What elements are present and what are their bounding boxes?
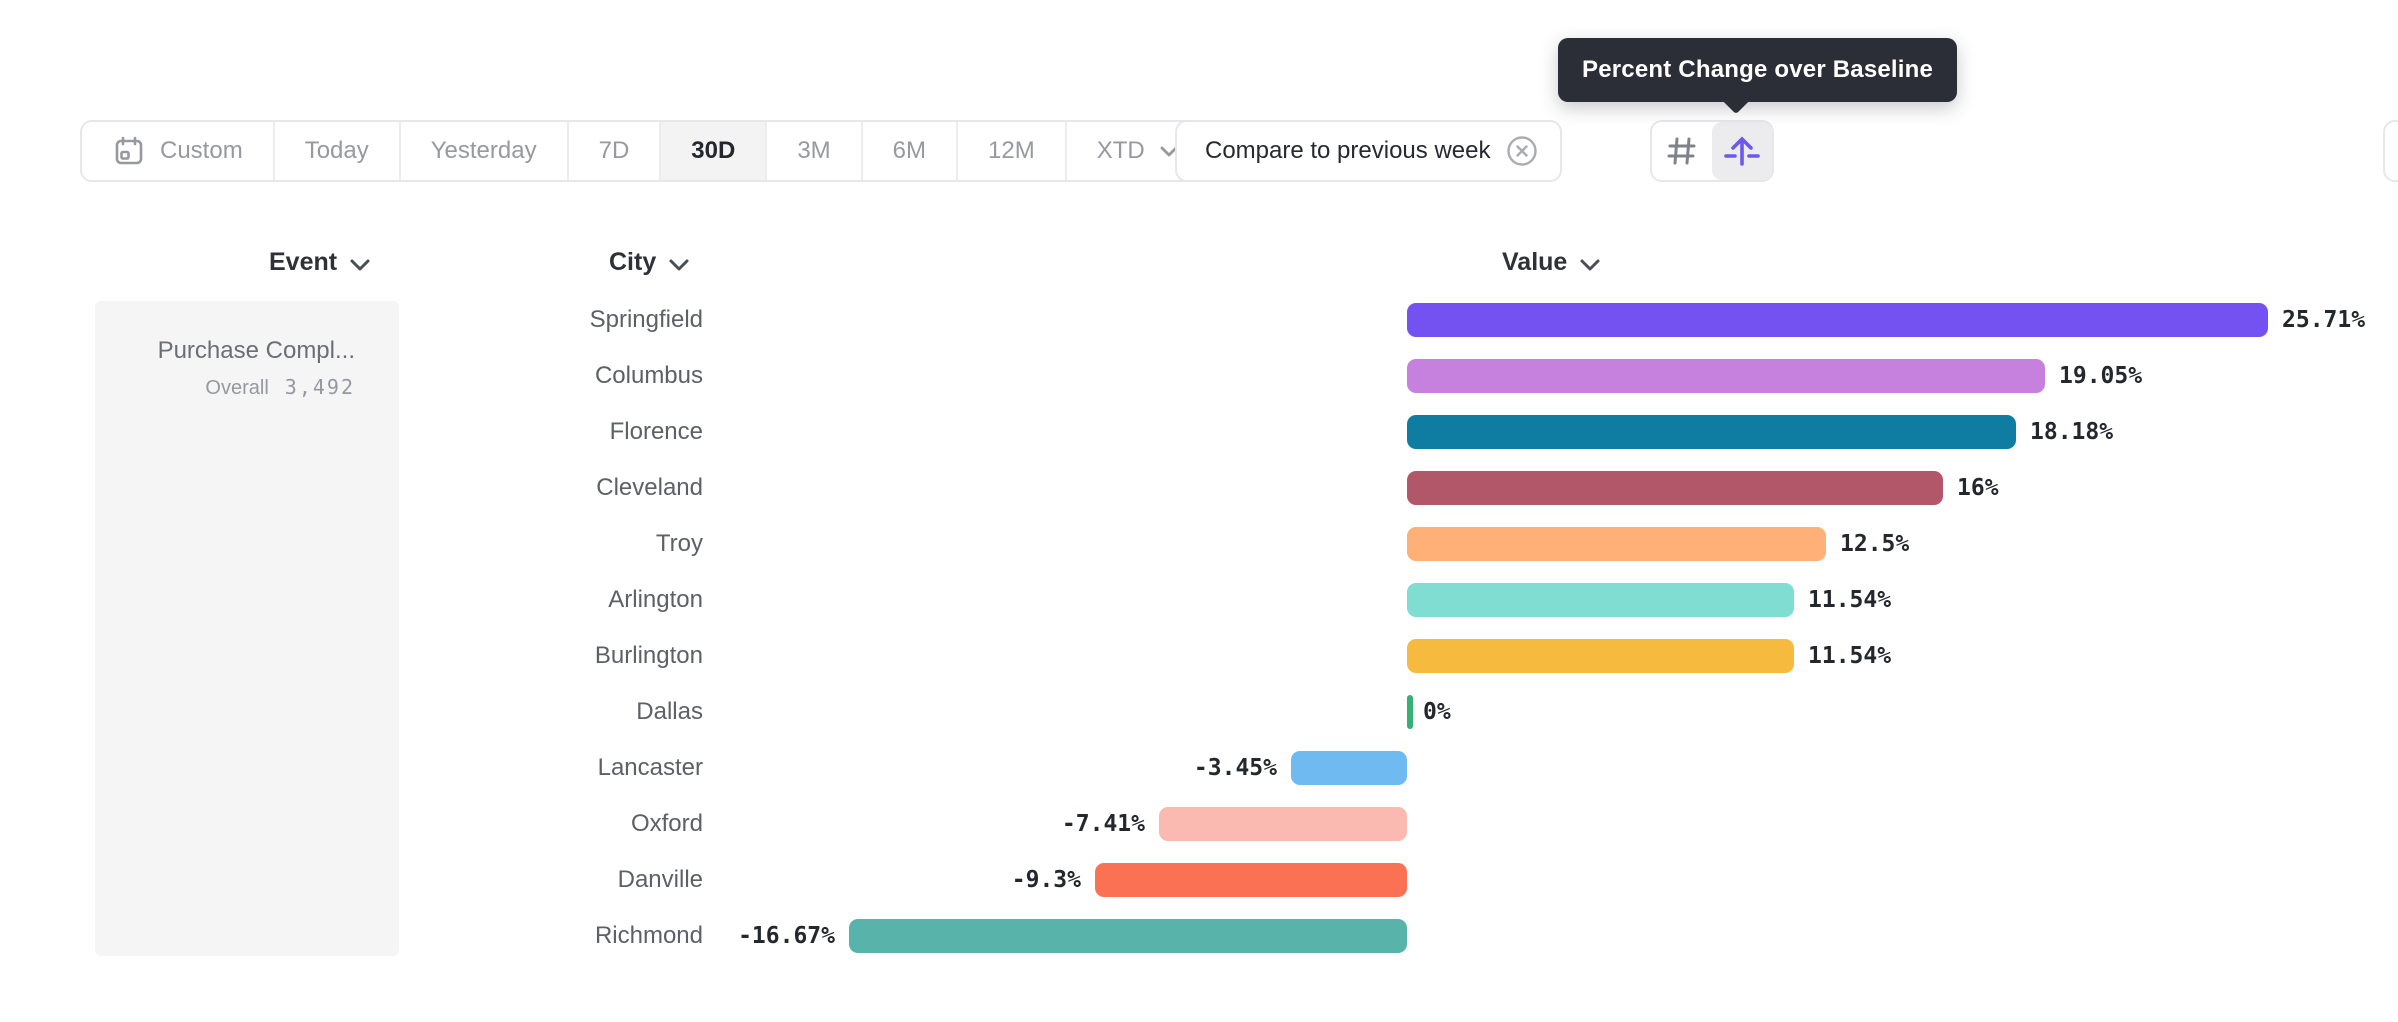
value-label: 25.71% — [2282, 307, 2366, 333]
date-range-label: XTD — [1096, 137, 1145, 164]
baseline-view-button[interactable] — [1712, 122, 1772, 180]
city-label: Springfield — [589, 306, 703, 333]
value-header-label: Value — [1502, 248, 1568, 276]
chart-row: Richmond -16.67% — [0, 908, 2398, 964]
date-range-today[interactable]: Today — [274, 122, 401, 180]
chart-row: Danville -9.3% — [0, 852, 2398, 908]
chevron-down-icon — [350, 259, 370, 270]
tooltip-caret — [1721, 85, 1751, 115]
date-range-label: 3M — [797, 137, 831, 164]
value-bar[interactable] — [1407, 695, 1413, 729]
city-label: Danville — [617, 866, 703, 893]
value-bar[interactable] — [849, 919, 1407, 953]
value-label: 11.54% — [1808, 643, 1892, 669]
chevron-down-icon — [669, 259, 689, 270]
close-icon[interactable] — [1506, 135, 1538, 167]
chart-row: Burlington 11.54% — [0, 628, 2398, 684]
value-label: -16.67% — [738, 923, 835, 949]
value-bar[interactable] — [1159, 807, 1407, 841]
chart-row: Florence 18.18% — [0, 404, 2398, 460]
chart-row: Arlington 11.54% — [0, 572, 2398, 628]
value-label: 0% — [1423, 699, 1451, 725]
value-bar[interactable] — [1407, 583, 1794, 617]
city-label: Florence — [609, 418, 703, 445]
chevron-down-icon — [1160, 146, 1178, 156]
city-label: Oxford — [630, 810, 703, 837]
value-label: 19.05% — [2059, 363, 2143, 389]
date-range-label: 7D — [598, 137, 630, 164]
event-title: Purchase Compl... — [157, 337, 355, 364]
event-header-label: Event — [269, 248, 338, 276]
tooltip: Percent Change over Baseline — [1558, 38, 1958, 115]
date-range-label: Today — [304, 137, 369, 164]
value-label: -9.3% — [1011, 867, 1081, 893]
date-range-30d[interactable]: 30D — [661, 122, 768, 180]
date-range-toolbar: Custom Today Yesterday 7D 30D 3M 6M 12M XTD — [80, 120, 1211, 182]
value-label: -3.45% — [1193, 755, 1277, 781]
chart-row: Springfield 25.71% — [0, 292, 2398, 348]
value-label: 16% — [1957, 475, 1999, 501]
city-label: Richmond — [594, 922, 703, 949]
value-bar[interactable] — [1095, 863, 1407, 897]
value-bar[interactable] — [1407, 527, 1826, 561]
chart-row: Troy 12.5% — [0, 516, 2398, 572]
city-label: Cleveland — [596, 474, 703, 501]
tooltip-text: Percent Change over Baseline — [1582, 56, 1934, 83]
grid-view-button[interactable] — [1652, 122, 1712, 180]
column-header-city[interactable]: City — [609, 248, 690, 277]
event-card[interactable]: Purchase Compl... Overall 3,492 — [95, 301, 399, 400]
edge-partial-button[interactable] — [2383, 120, 2398, 182]
city-label: Dallas — [636, 698, 703, 725]
date-range-12m[interactable]: 12M — [958, 122, 1067, 180]
date-range-label: 6M — [892, 137, 926, 164]
arrow-up-baseline-icon — [1724, 136, 1760, 166]
city-label: Troy — [655, 530, 703, 557]
value-label: -7.41% — [1061, 811, 1145, 837]
value-bar[interactable] — [1407, 639, 1794, 673]
date-range-custom[interactable]: Custom — [82, 122, 275, 180]
date-range-label: 12M — [988, 137, 1035, 164]
chart-row: Dallas 0% — [0, 684, 2398, 740]
event-overall-count: 3,492 — [284, 375, 355, 399]
date-range-label: Yesterday — [430, 137, 537, 164]
value-label: 18.18% — [2030, 419, 2114, 445]
column-header-value[interactable]: Value — [1502, 248, 1601, 277]
column-header-event[interactable]: Event — [269, 248, 371, 277]
date-range-3m[interactable]: 3M — [767, 122, 863, 180]
value-bar[interactable] — [1407, 303, 2268, 337]
event-panel: Purchase Compl... Overall 3,492 — [95, 301, 399, 956]
value-label: 11.54% — [1808, 587, 1892, 613]
compare-pill[interactable]: Compare to previous week — [1175, 120, 1563, 182]
city-label: Burlington — [594, 642, 703, 669]
value-bar[interactable] — [1407, 359, 2045, 393]
chart-row: Columbus 19.05% — [0, 348, 2398, 404]
value-label: 12.5% — [1840, 531, 1910, 557]
chevron-down-icon — [1580, 259, 1600, 270]
date-range-7d[interactable]: 7D — [568, 122, 662, 180]
date-range-6m[interactable]: 6M — [862, 122, 958, 180]
value-bar[interactable] — [1407, 415, 2016, 449]
date-range-label: Custom — [160, 137, 243, 164]
date-range-label: 30D — [691, 137, 736, 164]
calendar-icon — [115, 136, 143, 165]
chart-row: Oxford -7.41% — [0, 796, 2398, 852]
chart-row: Cleveland 16% — [0, 460, 2398, 516]
chart-row: Lancaster -3.45% — [0, 740, 2398, 796]
view-toggle-group — [1650, 120, 1774, 182]
hash-icon — [1667, 137, 1696, 165]
city-header-label: City — [609, 248, 657, 276]
date-range-yesterday[interactable]: Yesterday — [400, 122, 569, 180]
city-label: Lancaster — [597, 754, 703, 781]
city-label: Columbus — [594, 362, 703, 389]
city-label: Arlington — [608, 586, 703, 613]
value-bar[interactable] — [1291, 751, 1407, 785]
compare-label: Compare to previous week — [1205, 137, 1491, 164]
value-bar[interactable] — [1407, 471, 1943, 505]
event-overall-label: Overall — [205, 377, 269, 399]
